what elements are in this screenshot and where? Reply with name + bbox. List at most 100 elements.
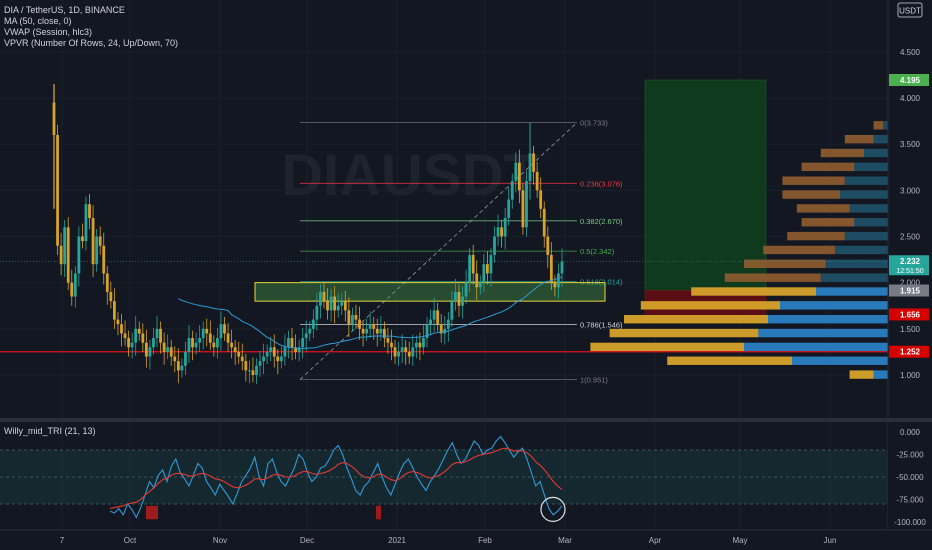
time-label-8: May	[732, 536, 747, 545]
candle-body-91	[375, 328, 379, 334]
price-tick-label-5: 2.000	[900, 279, 921, 288]
candle-body-26	[144, 342, 148, 357]
candle-body-125	[496, 227, 500, 237]
osc-signal-2	[376, 505, 381, 520]
candle-body-76	[322, 291, 326, 302]
candle-body-137	[539, 190, 543, 209]
candle-body-130	[514, 162, 518, 182]
fibonacci-retracement[interactable]: 0(3.733) 0.236(3.076) 0.382(2.670) 0.5(2.34…	[299, 119, 623, 385]
legend-vwap[interactable]: VWAP (Session, hlc3)	[4, 27, 93, 37]
osc-signal-1	[146, 505, 158, 520]
legend-vpvr[interactable]: VPVR (Number Of Rows, 24, Up/Down, 70)	[4, 38, 179, 48]
time-axis[interactable]: 7 Oct Nov Dec 2021 Feb Mar Apr May Jun	[0, 529, 932, 545]
candle-body-102	[414, 342, 418, 348]
candle-body-89	[368, 324, 372, 329]
candle-body-19	[120, 324, 123, 334]
position-target-area	[644, 79, 767, 291]
candle-body-8	[81, 236, 84, 242]
candle-body-111	[446, 319, 450, 329]
candle-body-116	[464, 282, 468, 297]
candle-body-133	[525, 181, 528, 228]
candle-body-35	[176, 361, 180, 371]
candle-body-4	[66, 227, 70, 283]
currency-label: USDT	[899, 7, 921, 16]
vp-row-up-9	[763, 245, 836, 255]
candle-body-127	[503, 218, 507, 237]
candle-body-85	[354, 314, 358, 320]
candle-body-14	[102, 245, 106, 274]
vp-row-up-4	[782, 176, 845, 185]
symbol-watermark: DIAUSDT	[281, 143, 539, 208]
vp-row-up-18	[849, 370, 874, 379]
candle-body-103	[418, 342, 422, 348]
price-tick-label-6: 1.500	[900, 325, 921, 334]
candle-body-13	[98, 236, 102, 246]
time-label-2: Nov	[213, 536, 227, 545]
price-marker-label-4: 1.252	[900, 348, 921, 357]
price-marker-label-2: 1.915	[900, 287, 921, 296]
vp-row-up-8	[787, 231, 845, 241]
time-label-1: Oct	[124, 536, 137, 545]
candle-body-97	[397, 351, 400, 357]
candle-body-37	[184, 351, 187, 366]
pane-divider[interactable]	[0, 418, 932, 422]
vp-row-down-12	[816, 287, 888, 296]
candle-body-24	[137, 328, 141, 334]
vp-row-up-0	[873, 121, 884, 130]
legend-ma[interactable]: MA (50, close, 0)	[4, 16, 72, 26]
price-marker-label-0: 4.195	[900, 76, 921, 85]
candle-body-56	[251, 370, 255, 375]
moving-average-line	[178, 276, 563, 350]
vp-row-up-17	[667, 356, 792, 365]
candle-body-73	[311, 319, 315, 329]
osc-tick-label-4: -100.000	[894, 518, 926, 527]
candle-body-61	[269, 347, 273, 352]
candle-body-63	[276, 356, 280, 362]
candle-body-72	[308, 328, 312, 334]
currency-badge[interactable]	[897, 2, 923, 18]
candle-body-22	[130, 342, 134, 348]
candle-body-11	[91, 218, 95, 265]
legend-willy[interactable]: Willy_mid_TRI (21, 13)	[4, 426, 96, 436]
fib-label-6: 1(0.951)	[580, 376, 608, 385]
candle-body-126	[500, 227, 504, 237]
candle-body-59	[262, 356, 265, 362]
time-label-7: Apr	[649, 536, 662, 545]
price-axis[interactable]: 4.500 4.000 3.500 3.000 2.500 2.000 1.500 1.000…	[0, 0, 932, 530]
candle-body-7	[77, 236, 81, 274]
candle-body-32	[166, 347, 170, 352]
symbol-title[interactable]: DIA / TetherUS, 1D, BINANCE	[4, 5, 125, 15]
vp-row-down-13	[780, 301, 888, 310]
candle-body-112	[450, 301, 454, 320]
support-zone[interactable]	[254, 282, 606, 302]
vp-row-up-6	[796, 204, 850, 213]
candle-body-128	[507, 199, 511, 219]
candle-body-50	[230, 342, 234, 348]
long-position-tool[interactable]	[644, 79, 767, 315]
oscillator-axis[interactable]: 0.000 -25.000 -50.000 -75.000 -100.000	[888, 422, 932, 530]
ma-line	[178, 276, 563, 350]
vp-row-down-9	[835, 245, 888, 255]
candle-body-106	[429, 319, 432, 325]
vp-row-down-3	[854, 162, 888, 172]
price-marker-sublabel-1: 12:51:50	[896, 268, 923, 275]
candle-body-78	[329, 296, 333, 311]
candle-body-17	[112, 301, 116, 320]
candle-body-82	[343, 301, 347, 311]
candle-body-98	[400, 347, 404, 352]
vp-row-down-14	[768, 315, 888, 324]
oscillator-pane	[0, 435, 888, 522]
candle-body-140	[549, 254, 553, 283]
candle-body-36	[180, 365, 184, 371]
candle-body-47	[219, 324, 223, 339]
candle-body-107	[432, 310, 436, 320]
candle-body-55	[247, 370, 251, 372]
candle-body-71	[304, 333, 308, 339]
candle-body-33	[169, 347, 173, 357]
candle-body-99	[404, 347, 408, 352]
price-tick-label-7: 1.000	[900, 371, 921, 380]
oscillator-legend: Willy_mid_TRI (21, 13)	[4, 426, 96, 437]
candle-body-41	[198, 338, 202, 343]
candle-body-129	[510, 181, 514, 200]
